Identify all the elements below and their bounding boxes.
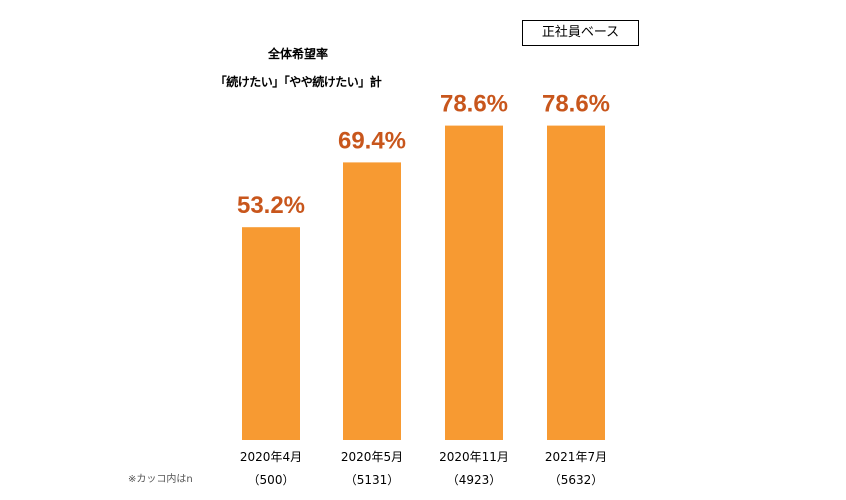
value-label-3: 78.6% — [542, 91, 610, 118]
value-label-1: 69.4% — [338, 127, 406, 154]
bar-1 — [343, 162, 401, 440]
chart-subtitle: 「続けたい」「やや続けたい」計 — [214, 75, 382, 89]
value-label-2: 78.6% — [440, 91, 508, 118]
bar-3 — [547, 125, 605, 440]
sample-size-label-1: （5131） — [345, 473, 400, 487]
bar-0 — [242, 227, 300, 440]
category-label-0: 2020年4月 — [240, 450, 302, 464]
bar-2 — [445, 125, 503, 440]
chart-title-block: 全体希望率 「続けたい」「やや続けたい」計 — [198, 46, 398, 90]
sample-size-label-0: （500） — [248, 473, 295, 487]
sample-size-label-2: （4923） — [447, 473, 502, 487]
category-label-2: 2020年11月 — [439, 450, 509, 464]
value-label-0: 53.2% — [237, 192, 305, 219]
category-label-1: 2020年5月 — [341, 450, 403, 464]
category-label-3: 2021年7月 — [545, 450, 607, 464]
footnote: ※カッコ内はn — [128, 474, 193, 485]
base-badge: 正社員ベース — [522, 20, 639, 46]
sample-size-label-3: （5632） — [549, 473, 604, 487]
chart-title: 全体希望率 — [267, 47, 328, 61]
